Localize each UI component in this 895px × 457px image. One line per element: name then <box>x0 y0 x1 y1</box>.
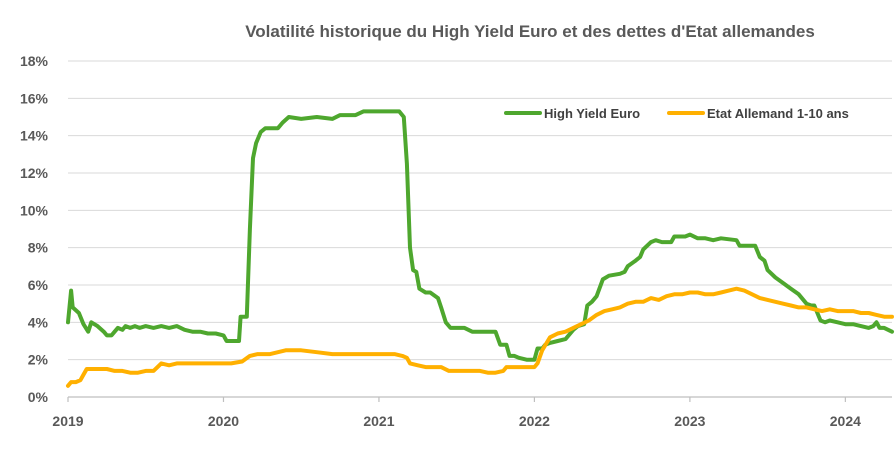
legend-label-0: High Yield Euro <box>544 106 640 121</box>
series-line-high-yield-euro <box>66 109 894 362</box>
y-tick-label: 0% <box>28 389 49 405</box>
y-tick-label: 8% <box>28 240 49 256</box>
y-tick-label: 16% <box>20 90 49 106</box>
series-lines <box>66 109 894 388</box>
y-tick-label: 18% <box>20 53 49 69</box>
y-tick-label: 6% <box>28 277 49 293</box>
x-tick-label: 2024 <box>830 413 861 429</box>
series-line-etat-allemand <box>66 286 894 388</box>
chart-title: Volatilité historique du High Yield Euro… <box>245 22 815 41</box>
grid-lines <box>68 60 892 398</box>
legend: High Yield Euro Etat Allemand 1-10 ans <box>504 106 849 121</box>
y-tick-label: 2% <box>28 352 49 368</box>
x-tick-label: 2022 <box>519 413 550 429</box>
y-tick-label: 4% <box>28 314 49 330</box>
x-axis-ticks: 2019 2020 2021 2022 2023 2024 <box>52 397 861 429</box>
y-tick-label: 12% <box>20 165 49 181</box>
x-tick-label: 2023 <box>674 413 705 429</box>
x-tick-label: 2019 <box>52 413 83 429</box>
y-tick-label: 14% <box>20 128 49 144</box>
legend-label-1: Etat Allemand 1-10 ans <box>707 106 849 121</box>
x-tick-label: 2021 <box>363 413 394 429</box>
x-tick-label: 2020 <box>208 413 239 429</box>
y-tick-label: 10% <box>20 202 49 218</box>
y-axis-ticks: 0% 2% 4% 6% 8% 10% 12% 14% 16% 18% <box>20 53 49 405</box>
